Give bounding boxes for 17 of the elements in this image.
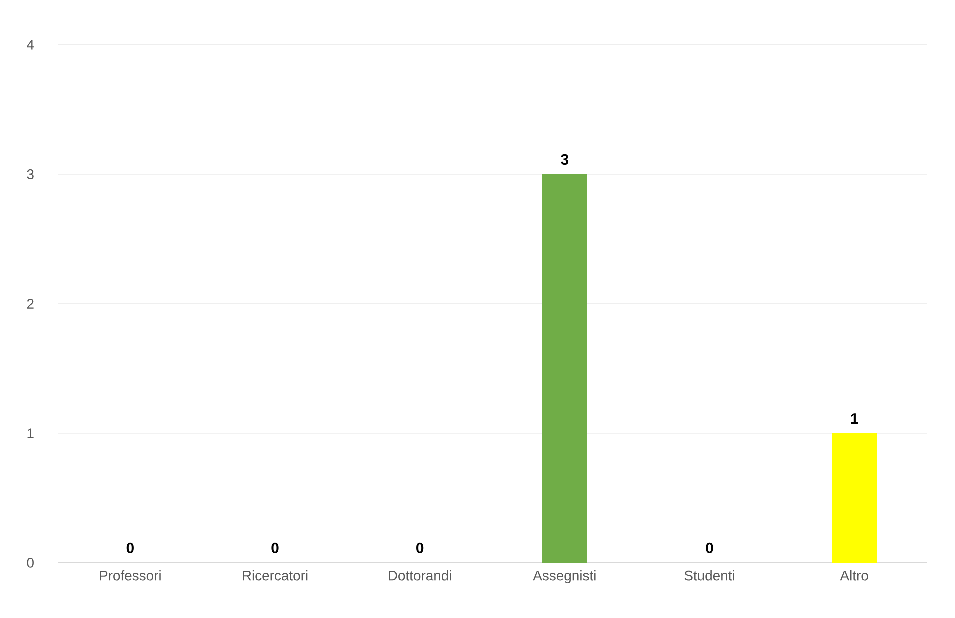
x-tick-label: Assegnisti — [533, 570, 596, 584]
x-tick-label: Studenti — [684, 570, 734, 581]
data-label: 0 — [272, 542, 279, 554]
data-label: 1 — [851, 414, 858, 424]
x-tick-label: Altro — [840, 570, 868, 581]
y-tick-label: 3 — [27, 170, 34, 180]
x-tick-label: Professori — [100, 570, 161, 581]
y-tick-label: 0 — [27, 558, 34, 568]
data-label: 0 — [126, 542, 134, 554]
data-label: 3 — [561, 154, 569, 165]
y-tick-label: 1 — [28, 428, 34, 438]
x-tick-label: Dottorandi — [389, 570, 452, 581]
y-tick-label: 4 — [27, 40, 34, 50]
y-tick-label: 2 — [27, 299, 34, 309]
data-label: 0 — [706, 542, 714, 554]
data-label: 0 — [416, 542, 424, 554]
x-tick-label: Ricercatori — [243, 570, 308, 581]
